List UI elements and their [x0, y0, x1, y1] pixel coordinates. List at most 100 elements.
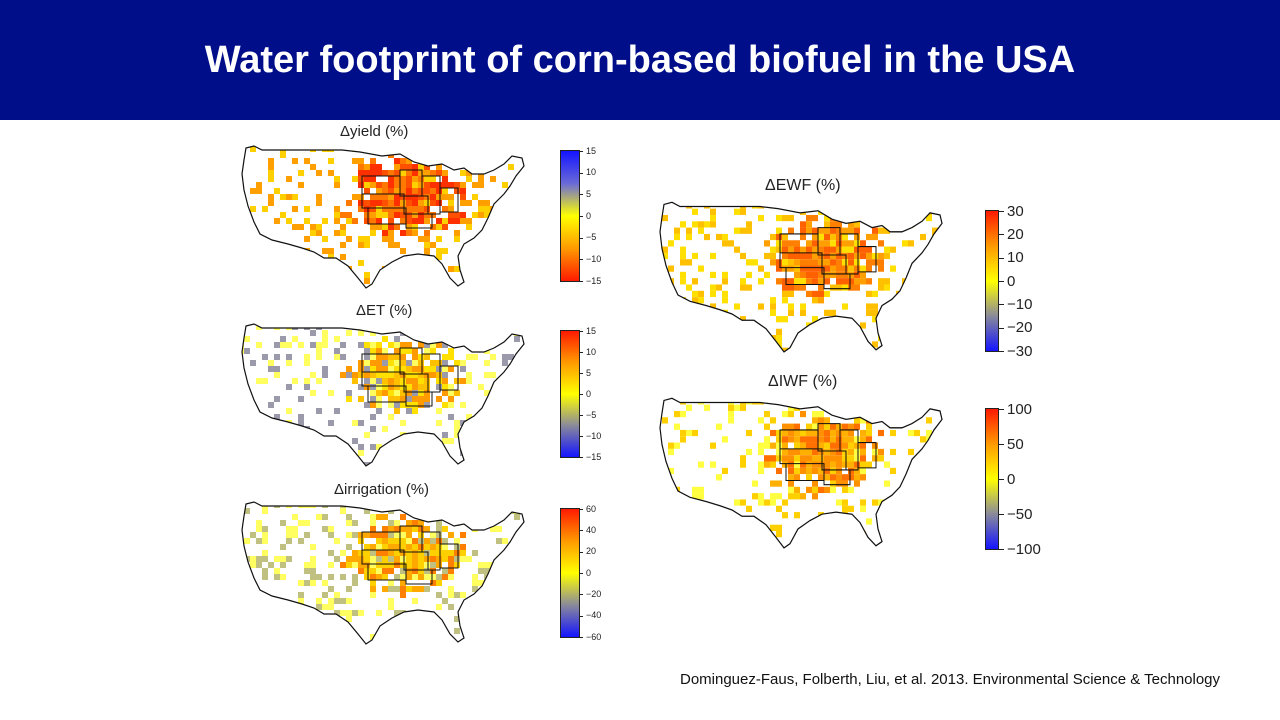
map-cell	[412, 360, 418, 366]
map-cell	[520, 526, 524, 532]
map-cell	[268, 170, 274, 176]
map-cell	[818, 227, 824, 234]
map-cell	[316, 444, 322, 450]
map-cell	[460, 284, 466, 288]
map-cell	[496, 514, 502, 520]
map-cell	[454, 260, 460, 266]
map-cell	[292, 366, 298, 372]
map-cell	[232, 532, 238, 538]
map-cell	[878, 259, 884, 266]
map-cell	[514, 456, 520, 462]
map-cell	[752, 316, 758, 323]
map-cell	[298, 348, 304, 354]
map-cell	[448, 236, 454, 242]
map-cell	[424, 562, 430, 568]
map-cell	[322, 278, 328, 284]
map-cell	[262, 170, 268, 176]
map-cell	[758, 341, 764, 348]
map-cell	[472, 266, 478, 272]
map-cell	[466, 278, 472, 284]
map-cell	[698, 297, 704, 304]
map-cell	[472, 640, 478, 644]
colorbar-tick-mark	[580, 457, 583, 458]
map-cell	[514, 188, 520, 194]
map-cell	[262, 200, 268, 206]
map-cell	[884, 221, 890, 228]
map-cell	[806, 214, 812, 222]
map-cell	[938, 214, 942, 222]
map-cell	[352, 544, 358, 550]
map-cell	[242, 622, 244, 628]
map-cell	[478, 426, 484, 432]
map-cell	[860, 202, 866, 203]
map-cell	[734, 309, 740, 317]
map-cell	[478, 200, 484, 206]
map-cell	[274, 164, 280, 170]
map-cell	[334, 218, 340, 224]
map-cell	[824, 290, 830, 298]
map-cell	[896, 303, 902, 310]
map-cell	[412, 260, 418, 266]
map-cell	[286, 140, 292, 146]
map-cell	[322, 336, 328, 342]
map-cell	[800, 214, 806, 222]
map-cell	[388, 622, 394, 628]
map-cell	[376, 562, 382, 568]
map-cell	[836, 252, 842, 260]
map-cell	[436, 348, 442, 354]
map-cell	[274, 224, 280, 230]
map-cell	[352, 604, 358, 610]
map-cell	[872, 202, 878, 209]
map-cell	[508, 520, 514, 526]
map-cell	[698, 265, 704, 272]
map-cell	[280, 586, 286, 592]
map-cell	[508, 438, 514, 444]
map-cell	[496, 272, 502, 278]
map-cell	[692, 202, 698, 209]
map-cell	[394, 450, 400, 456]
map-cell	[232, 634, 238, 640]
map-cell	[322, 224, 328, 230]
map-cell	[406, 266, 412, 272]
map-cell	[352, 278, 358, 284]
map-cell	[274, 254, 280, 260]
map-cell	[460, 396, 466, 402]
map-cell	[704, 265, 710, 272]
map-cell	[866, 271, 872, 279]
map-cell	[334, 212, 340, 218]
map-cell	[770, 303, 776, 310]
map-cell	[310, 360, 316, 366]
map-cell	[376, 354, 382, 360]
map-cell	[830, 252, 836, 260]
map-cell	[920, 278, 926, 285]
map-cell	[752, 214, 758, 222]
map-cell	[514, 318, 520, 324]
map-cell	[292, 146, 298, 152]
map-cell	[382, 336, 388, 342]
map-cell	[280, 514, 286, 520]
map-cell	[346, 366, 352, 372]
map-cell	[520, 396, 524, 402]
map-cell	[382, 520, 388, 526]
map-cell	[496, 586, 502, 592]
map-cell	[806, 328, 812, 336]
map-cell	[484, 598, 490, 604]
map-cell	[442, 384, 448, 390]
map-cell	[758, 309, 764, 317]
map-cell	[466, 266, 472, 272]
map-cell	[454, 414, 460, 420]
map-cell	[520, 146, 524, 152]
map-cell	[406, 194, 412, 200]
map-cell	[382, 414, 388, 420]
map-cell	[800, 341, 806, 348]
map-cell	[514, 182, 520, 188]
map-cell	[692, 322, 698, 329]
map-cell	[938, 227, 942, 234]
map-cell	[442, 182, 448, 188]
map-cell	[394, 194, 400, 200]
map-cell	[394, 520, 400, 526]
map-cell	[256, 396, 262, 402]
map-cell	[244, 260, 250, 266]
map-cell	[836, 297, 842, 304]
map-cell	[334, 438, 340, 444]
